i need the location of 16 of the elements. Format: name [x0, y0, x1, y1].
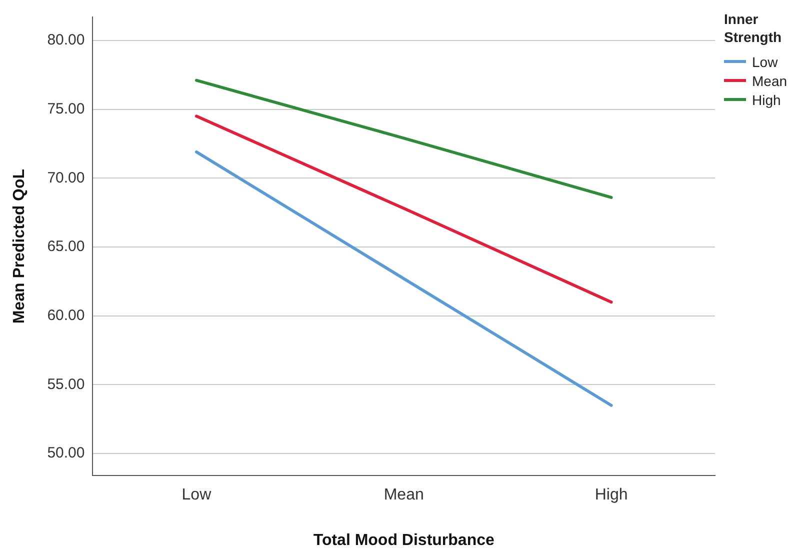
y-axis-title: Mean Predicted QoL — [11, 168, 28, 324]
legend-label: Mean — [752, 72, 788, 88]
legend-title: Inner Strength — [724, 10, 783, 46]
y-tick-label: 75.00 — [47, 100, 85, 118]
legend-label: Low — [752, 54, 778, 70]
y-tick-label: 70.00 — [47, 169, 85, 186]
y-tick-label: 55.00 — [47, 376, 85, 393]
x-tick-label: Mean — [384, 486, 424, 504]
x-axis-title: Total Mood Disturbance — [313, 532, 494, 549]
y-tick-label: 50.00 — [47, 444, 85, 462]
y-tick-label: 65.00 — [47, 238, 85, 256]
y-tick-label: 80.00 — [47, 32, 85, 49]
x-tick-label: High — [594, 486, 628, 504]
y-tick-label: 60.00 — [47, 306, 85, 324]
x-tick-label: Low — [182, 486, 212, 504]
legend-label: High — [752, 92, 781, 108]
